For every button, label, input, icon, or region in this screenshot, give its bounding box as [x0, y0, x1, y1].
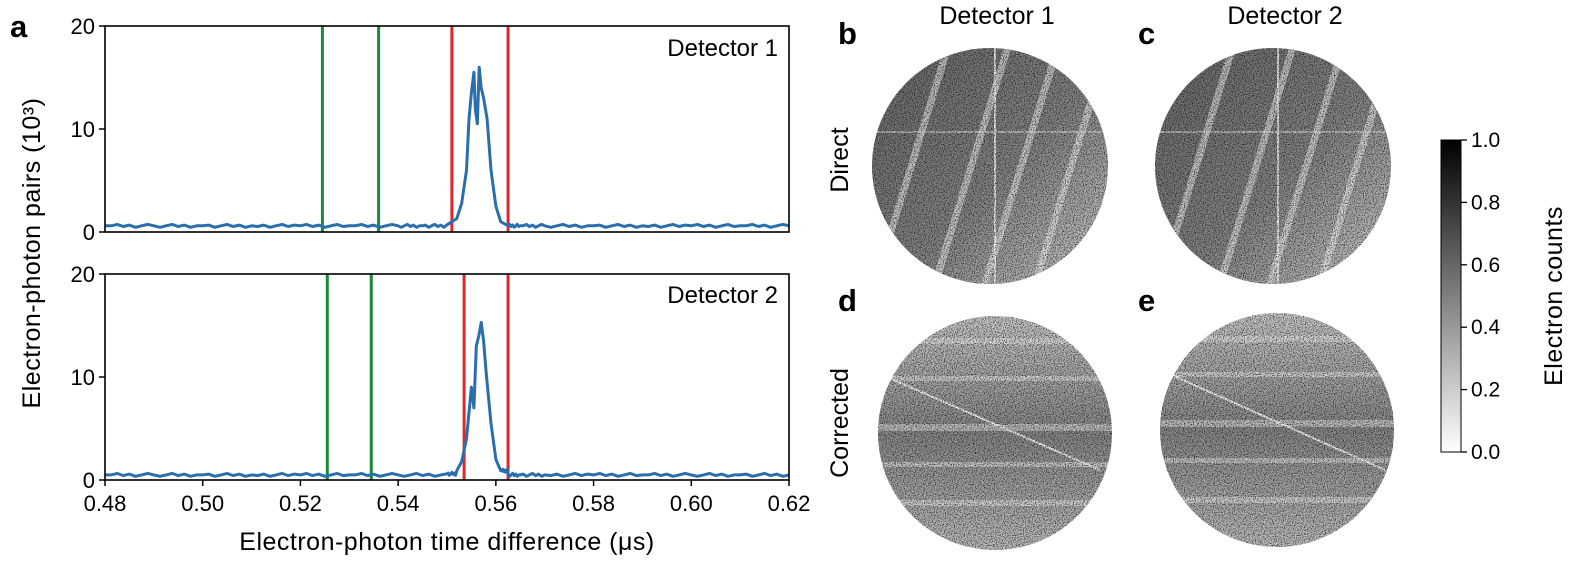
image-direct-detector-2	[1155, 48, 1391, 284]
x-tick-label: 0.60	[670, 491, 713, 516]
row-label-direct: Direct	[826, 127, 854, 192]
series-line-0	[105, 65, 789, 229]
x-tick-label: 0.50	[181, 491, 224, 516]
colorbar-label: Electron counts	[1540, 206, 1568, 386]
panel-letter-a: a	[10, 9, 28, 44]
y-tick-label: 10	[71, 117, 95, 142]
plot-detector-1: 0 10 20 Detector 1	[71, 14, 790, 245]
y-tick-label: 0	[83, 468, 95, 493]
series-line-0	[105, 320, 789, 478]
y-axis-label: Electron-photon pairs (10³)	[18, 98, 46, 409]
image-corrected-detector-1	[878, 316, 1112, 550]
column-title-detector-2: Detector 2	[1227, 2, 1342, 30]
colorbar-tick-label: 0.6	[1471, 254, 1500, 277]
colorbar-tick-label: 1.0	[1471, 129, 1500, 152]
y-tick-label: 20	[71, 14, 95, 39]
x-tick-label: 0.58	[572, 491, 615, 516]
column-title-detector-1: Detector 1	[939, 2, 1054, 30]
panel-letter-e: e	[1138, 283, 1155, 318]
y-tick-label: 10	[71, 365, 95, 390]
annotation-detector-2: Detector 2	[667, 282, 778, 309]
y-tick-label: 20	[71, 262, 95, 287]
colorbar: 0.0 0.2 0.4 0.6 0.8 1.0 Electron counts	[1440, 129, 1568, 464]
row-label-corrected: Corrected	[826, 368, 854, 478]
x-axis-label: Electron-photon time difference (μs)	[239, 528, 654, 556]
plot-detector-2: 0 10 20 0.48 0.50 0.52 0.54 0.56 0.58 0.60 0.62 D…	[71, 262, 811, 516]
x-tick-label: 0.56	[474, 491, 517, 516]
image-corrected-detector-2	[1160, 313, 1394, 547]
annotation-detector-1: Detector 1	[667, 35, 778, 62]
colorbar-tick-label: 0.4	[1471, 316, 1501, 339]
x-tick-label: 0.54	[377, 491, 420, 516]
colorbar-tick-label: 0.2	[1471, 379, 1500, 402]
x-tick-label: 0.52	[279, 491, 322, 516]
x-tick-label: 0.48	[84, 491, 127, 516]
panel-letter-d: d	[838, 283, 857, 318]
image-direct-detector-1	[872, 48, 1108, 284]
colorbar-gradient	[1440, 139, 1462, 453]
colorbar-tick-label: 0.8	[1471, 191, 1500, 214]
colorbar-tick-label: 0.0	[1471, 441, 1500, 464]
panel-letter-c: c	[1138, 16, 1155, 51]
panel-letter-b: b	[838, 16, 857, 51]
y-tick-label: 0	[83, 220, 95, 245]
x-tick-label: 0.62	[768, 491, 811, 516]
